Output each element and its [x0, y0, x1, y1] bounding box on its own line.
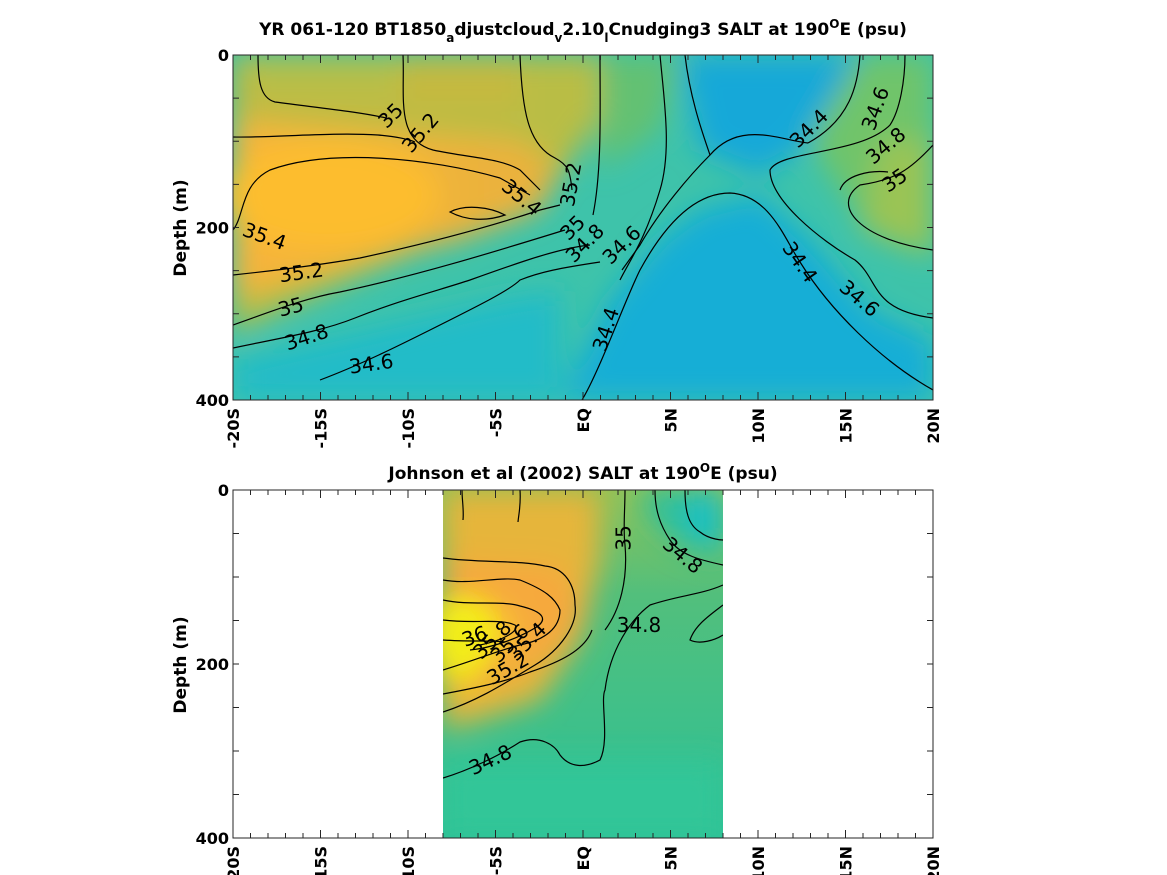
top-y-axis-label: Depth (m)	[171, 179, 191, 276]
x-tick-label: 15N	[837, 408, 856, 444]
x-tick-label: -20S	[224, 408, 243, 448]
x-tick-label: -20S	[224, 846, 243, 875]
x-tick-label: -15S	[312, 846, 331, 875]
x-tick-label: 10N	[749, 408, 768, 444]
x-tick-label: 20N	[924, 408, 943, 444]
x-tick-label: EQ	[574, 846, 593, 871]
bottom-salinity-field	[443, 490, 723, 838]
top-x-ticks: -20S -15S -10S -5S EQ 5N 10N 15N 20N	[224, 55, 943, 448]
x-tick-label: 20N	[924, 846, 943, 875]
y-tick-label: 400	[196, 391, 229, 410]
y-tick-label: 200	[196, 219, 229, 238]
top-contours	[233, 55, 933, 400]
top-y-ticks: 0 200 400	[196, 46, 933, 410]
x-tick-label: 10N	[749, 846, 768, 875]
x-tick-label: EQ	[574, 408, 593, 433]
y-tick-label: 0	[218, 46, 229, 65]
top-panel-title: YR 061-120 BT1850adjustcloudv2.10lCnudgi…	[258, 17, 907, 45]
contour-label: 34.8	[617, 613, 662, 637]
x-tick-label: -5S	[487, 408, 506, 437]
y-tick-label: 400	[196, 829, 229, 848]
bottom-x-ticks: -20S -15S -10S -5S EQ 5N 10N 15N 20N	[224, 490, 943, 875]
contour-label: 35	[611, 525, 635, 550]
x-tick-label: 5N	[662, 846, 681, 871]
x-tick-label: 5N	[662, 408, 681, 433]
observed-salinity-panel: Johnson et al (2002) SALT at 190OE (psu)…	[171, 461, 943, 875]
x-tick-label: 15N	[837, 846, 856, 875]
x-tick-label: -15S	[312, 408, 331, 448]
bottom-panel-title: Johnson et al (2002) SALT at 190OE (psu)	[387, 461, 777, 484]
bottom-contours	[443, 490, 723, 779]
x-tick-label: -10S	[399, 846, 418, 875]
bottom-y-axis-label: Depth (m)	[171, 616, 191, 713]
top-salinity-field	[233, 55, 933, 400]
bottom-y-ticks: 0 200 400	[196, 481, 933, 848]
x-tick-label: -10S	[399, 408, 418, 448]
y-tick-label: 200	[196, 655, 229, 674]
model-salinity-panel: YR 061-120 BT1850adjustcloudv2.10lCnudgi…	[171, 17, 943, 448]
y-tick-label: 0	[218, 481, 229, 500]
x-tick-label: -5S	[487, 846, 506, 875]
